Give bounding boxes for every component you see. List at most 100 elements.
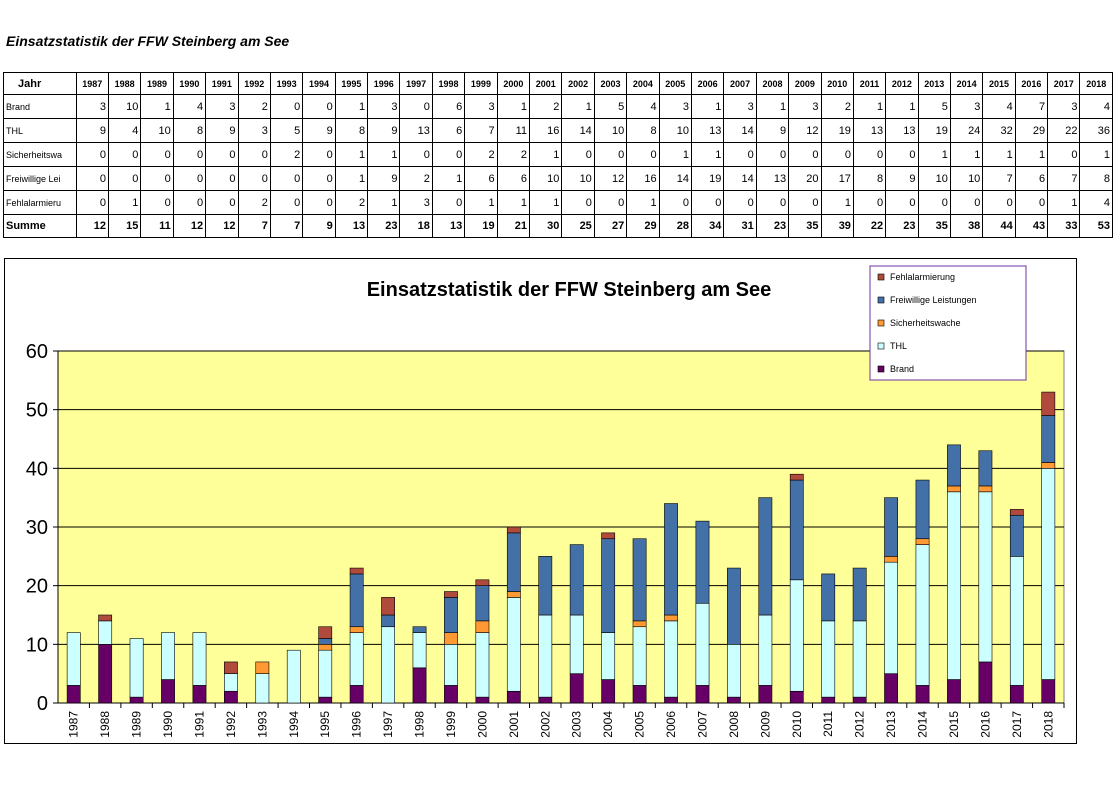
table-header-year: 1996	[367, 72, 401, 95]
table-cell: 0	[107, 166, 142, 191]
table-header-year: 2001	[529, 72, 563, 95]
table-cell: 12	[205, 214, 239, 238]
table-cell: 1	[496, 190, 531, 215]
x-tick-label: 2006	[664, 711, 678, 738]
table-cell: 10	[658, 118, 692, 143]
bar-segment	[601, 532, 616, 540]
bar-segment	[444, 597, 458, 633]
table-cell: 3	[237, 118, 271, 143]
bar-segment	[475, 579, 490, 586]
x-tick-label: 1991	[192, 711, 206, 738]
table-cell: 8	[1079, 166, 1113, 191]
bar-segment	[349, 573, 364, 628]
table-header-year: 2014	[949, 72, 984, 95]
table-cell: 5	[917, 94, 951, 119]
table-cell: 2	[237, 190, 271, 215]
y-tick-label: 40	[26, 458, 48, 480]
bar-segment	[318, 649, 333, 698]
statistics-table: Jahr 1987 1988 1989 1990 1991 1992 1993 1994 1995…	[3, 72, 1113, 238]
legend-label: Sicherheitswache	[890, 318, 961, 328]
table-cell: 2	[399, 166, 433, 191]
table-cell: 17	[820, 166, 854, 191]
table-header-year: 1987	[75, 72, 109, 95]
y-tick-label: 50	[26, 400, 48, 422]
table-header-year: 2004	[626, 72, 660, 95]
table-cell: 0	[561, 190, 595, 215]
table-cell: 4	[172, 94, 207, 119]
bar-segment	[255, 661, 270, 674]
table-cell: 0	[885, 190, 919, 215]
table-cell: 7	[464, 118, 498, 143]
bar-segment	[412, 626, 427, 633]
table-row-label: THL	[3, 118, 77, 143]
table-cell: 12	[788, 118, 822, 143]
table-row-label: Fehlalarmieru	[3, 190, 77, 215]
table-row: Freiwillige Lei 0 0 0 0 0 0 0 0 1 9 2 1 6 6 10 10 12 16 14 1…	[3, 166, 1113, 191]
table-cell: 0	[755, 190, 790, 215]
table-cell: 14	[658, 166, 692, 191]
bar-segment	[664, 614, 678, 622]
bar-segment	[632, 538, 647, 622]
legend-swatch	[877, 342, 885, 350]
bar-segment	[884, 556, 898, 563]
table-cell: 3	[658, 94, 692, 119]
x-tick-label: 1994	[287, 711, 301, 738]
legend-label: Fehlalarmierung	[890, 272, 955, 282]
table-cell: 13	[334, 214, 369, 238]
table-cell: 18	[399, 214, 433, 238]
table-cell: 10	[529, 166, 563, 191]
x-tick-label: 1995	[318, 711, 332, 738]
table-header-year: 1998	[431, 72, 466, 95]
bar-segment	[224, 661, 238, 674]
table-cell: 2	[529, 94, 563, 119]
legend-label: Freiwillige Leistungen	[890, 295, 977, 305]
bar-segment	[412, 667, 427, 704]
bar-segment	[475, 696, 490, 704]
bar-segment	[884, 561, 898, 674]
table-cell: 0	[1047, 142, 1081, 167]
bar-segment	[1041, 415, 1056, 463]
table-cell: 31	[723, 214, 757, 238]
table-cell: 29	[626, 214, 660, 238]
bar-segment	[884, 673, 898, 704]
bar-segment	[1009, 509, 1024, 516]
table-cell: 3	[949, 94, 984, 119]
table-cell: 13	[885, 118, 919, 143]
table-cell: 7	[982, 166, 1016, 191]
bar-segment	[852, 620, 867, 698]
table-cell: 0	[755, 142, 790, 167]
bar-segment	[789, 479, 804, 581]
x-tick-label: 2003	[570, 711, 584, 738]
bar-segment	[349, 567, 364, 575]
table-cell: 0	[140, 166, 174, 191]
bar-segment	[947, 491, 961, 680]
table-cell: 4	[1079, 190, 1113, 215]
table-cell: 0	[949, 190, 984, 215]
table-header-row: Jahr 1987 1988 1989 1990 1991 1992 1993 1994 1995…	[3, 72, 1113, 95]
bar-segment	[318, 638, 333, 645]
x-tick-label: 1988	[98, 711, 112, 738]
table-cell: 19	[820, 118, 854, 143]
bar-segment	[601, 538, 616, 633]
bar-segment	[1009, 514, 1024, 557]
table-cell: 1	[107, 190, 142, 215]
table-cell: 1	[529, 142, 563, 167]
x-tick-label: 1993	[255, 711, 269, 738]
table-row-label: Sicherheitswa	[3, 142, 77, 167]
table-cell: 15	[107, 214, 142, 238]
table-cell: 10	[593, 118, 628, 143]
bar-segment	[695, 685, 710, 704]
table-cell: 1	[367, 142, 401, 167]
table-cell: 9	[755, 118, 790, 143]
x-tick-label: 2000	[475, 711, 489, 738]
bar-segment	[978, 450, 993, 487]
bar-segment	[789, 579, 804, 692]
table-cell: 0	[852, 190, 887, 215]
table-cell: 7	[1014, 94, 1049, 119]
table-cell: 1	[658, 142, 692, 167]
table-header-jahr: Jahr	[3, 72, 77, 95]
legend-label: THL	[890, 341, 907, 351]
table-header-year: 2006	[690, 72, 725, 95]
table-cell: 9	[302, 214, 336, 238]
table-cell: 3	[75, 94, 109, 119]
